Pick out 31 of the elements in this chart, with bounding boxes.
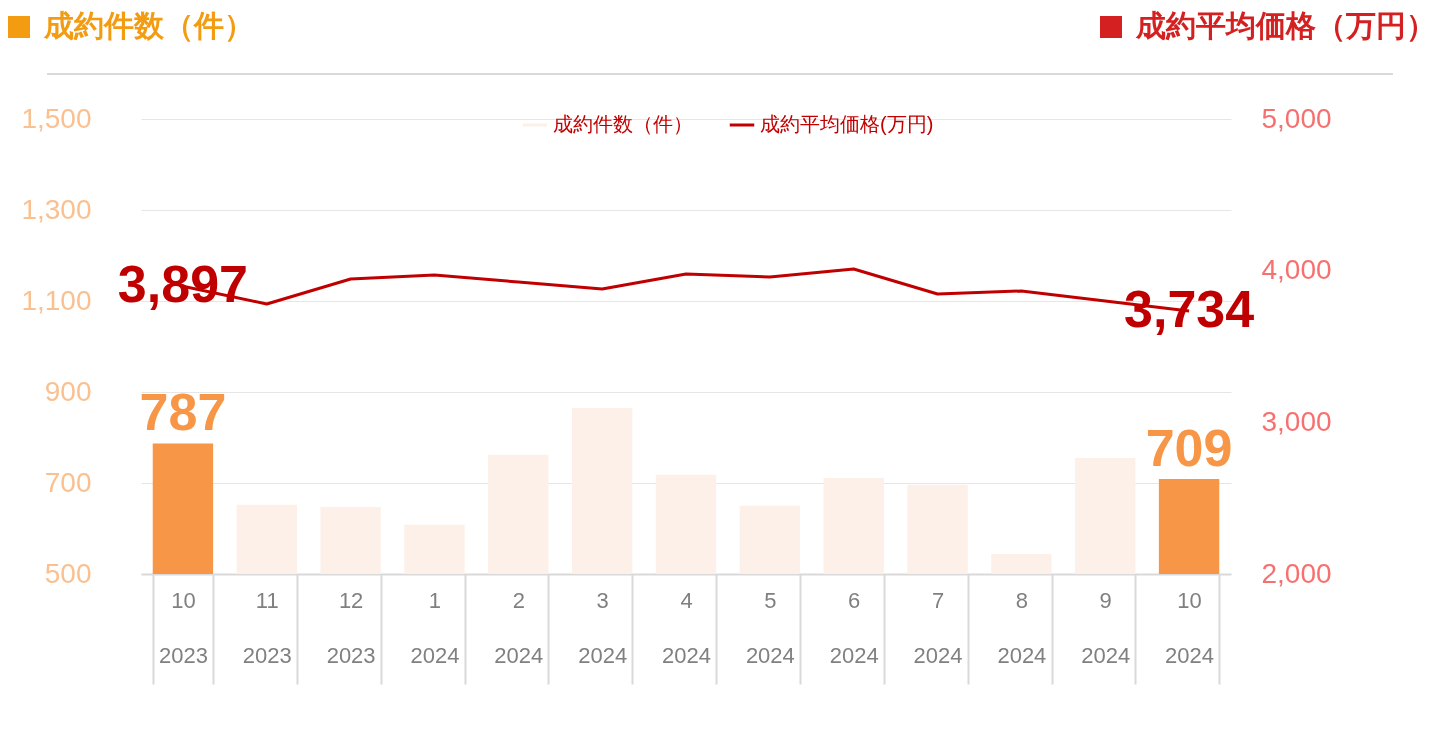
- category-label: 1 2024: [410, 587, 460, 668]
- y-tick-label: 1,300: [21, 193, 92, 225]
- category-label: 6 2024: [829, 587, 879, 668]
- category-label: 2 2024: [494, 587, 544, 668]
- legend-label: 成約平均価格(万円): [760, 113, 934, 135]
- data-label: 709: [1145, 418, 1233, 477]
- y2-axis-title: 成約平均価格（万円）: [1136, 8, 1436, 44]
- y-tick-label: 900: [44, 375, 92, 407]
- category-label: 12 2023: [326, 587, 376, 668]
- y2-tick-label: 5,000: [1261, 102, 1332, 134]
- y2-tick-label: 3,000: [1261, 405, 1332, 437]
- category-label: 5 2024: [745, 587, 795, 668]
- category-label: 9 2024: [1081, 587, 1131, 668]
- y-tick-label: 500: [44, 557, 92, 589]
- category-label: 8 2024: [997, 587, 1047, 668]
- y-tick-label: 1,500: [21, 102, 92, 134]
- category-label: 11 2023: [242, 587, 292, 668]
- y2-tick-label: 4,000: [1261, 254, 1332, 286]
- y-axis-title: 成約件数（件）: [44, 8, 254, 44]
- category-label: 10 2024: [1165, 587, 1215, 668]
- category-label: 10 2023: [158, 587, 208, 668]
- y-tick-label: 700: [44, 466, 92, 498]
- y-tick-label: 1,100: [21, 284, 92, 316]
- data-label: 3,734: [1124, 280, 1255, 339]
- legend-label: 成約件数（件）: [553, 113, 693, 135]
- category-label: 7 2024: [913, 587, 963, 668]
- y2-tick-label: 2,000: [1261, 557, 1332, 589]
- category-label: 3 2024: [578, 587, 628, 668]
- data-label: 787: [139, 383, 227, 442]
- data-label: 3,897: [117, 255, 248, 314]
- category-label: 4 2024: [662, 587, 711, 668]
